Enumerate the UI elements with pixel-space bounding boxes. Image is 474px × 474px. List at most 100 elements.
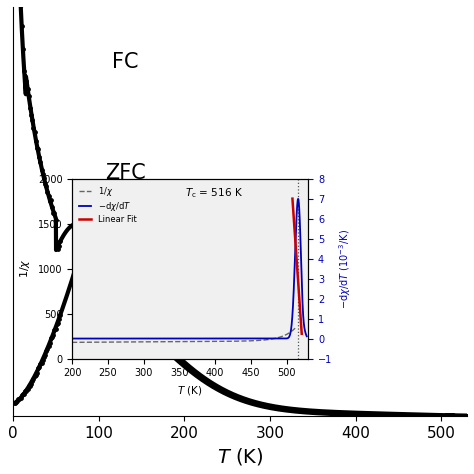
Point	[24, 86, 31, 93]
Point	[455, 412, 463, 419]
Point	[53, 245, 61, 252]
Point	[38, 359, 46, 367]
Point	[450, 412, 458, 419]
Point	[462, 412, 469, 419]
$-\mathrm{d}\chi/\mathrm{d}T$	[304, 333, 310, 339]
Point	[457, 412, 465, 419]
Point	[27, 380, 35, 388]
Point	[44, 189, 51, 196]
Point	[52, 216, 59, 223]
Point	[45, 342, 52, 350]
Point	[461, 412, 468, 419]
Point	[453, 412, 461, 419]
Point	[459, 412, 467, 419]
Point	[55, 242, 63, 250]
Point	[445, 412, 453, 419]
Point	[31, 128, 38, 136]
$-\mathrm{d}\chi/\mathrm{d}T$	[159, 336, 165, 341]
Linear Fit	[294, 265, 300, 271]
Point	[44, 345, 51, 353]
Point	[455, 412, 462, 419]
Point	[455, 412, 463, 419]
Point	[449, 412, 456, 419]
Point	[21, 82, 29, 90]
Point	[442, 411, 450, 419]
Point	[36, 159, 44, 166]
Point	[442, 412, 449, 419]
Point	[463, 412, 470, 419]
Point	[446, 412, 453, 419]
Point	[36, 361, 44, 368]
$-\mathrm{d}\chi/\mathrm{d}T$	[295, 196, 301, 202]
Linear Fit	[292, 227, 298, 233]
Point	[19, 391, 27, 398]
Point	[56, 237, 64, 245]
Point	[451, 412, 458, 419]
Point	[47, 197, 55, 204]
Point	[461, 412, 469, 419]
Point	[18, 392, 26, 399]
Point	[36, 154, 43, 161]
Point	[448, 412, 456, 419]
Point	[463, 412, 470, 419]
Point	[446, 412, 454, 419]
X-axis label: $T$ (K): $T$ (K)	[217, 446, 264, 467]
Point	[450, 412, 457, 419]
Point	[33, 144, 41, 152]
Point	[457, 412, 465, 419]
Point	[459, 412, 467, 419]
Point	[23, 77, 30, 85]
Point	[23, 387, 30, 394]
Point	[46, 339, 54, 347]
Point	[448, 412, 456, 419]
Point	[450, 412, 457, 419]
Linear Fit	[299, 324, 304, 330]
Point	[52, 325, 59, 333]
Point	[456, 412, 464, 419]
Point	[56, 311, 64, 319]
Text: ZFC: ZFC	[106, 163, 146, 182]
Point	[34, 145, 42, 153]
Point	[28, 377, 36, 385]
Point	[26, 383, 34, 390]
Point	[445, 411, 453, 419]
$-\mathrm{d}\chi/\mathrm{d}T$	[274, 336, 280, 341]
Point	[446, 411, 454, 419]
Point	[453, 412, 460, 419]
Point	[443, 411, 451, 419]
Point	[46, 197, 54, 204]
Point	[449, 412, 456, 419]
Point	[31, 372, 38, 380]
Point	[459, 412, 466, 419]
Point	[17, 1, 25, 9]
Point	[25, 92, 33, 100]
Point	[47, 335, 55, 342]
Point	[451, 412, 458, 419]
Point	[450, 412, 458, 419]
Point	[51, 209, 58, 217]
$-\mathrm{d}\chi/\mathrm{d}T$	[69, 336, 75, 341]
Point	[32, 137, 39, 145]
Point	[39, 170, 46, 178]
Point	[20, 67, 28, 74]
Point	[460, 412, 467, 419]
Point	[455, 412, 462, 419]
Point	[41, 181, 49, 188]
Point	[457, 412, 465, 419]
Point	[40, 353, 48, 360]
Point	[27, 111, 35, 118]
Point	[39, 356, 46, 364]
$-\mathrm{d}\chi/\mathrm{d}T$	[169, 336, 175, 341]
Point	[49, 331, 57, 338]
Linear Fit	[299, 331, 305, 337]
Point	[444, 412, 452, 419]
Point	[461, 412, 469, 419]
Point	[444, 411, 452, 419]
Y-axis label: $-\mathrm{d}\chi/\mathrm{d}T$ $(10^{-3}/\mathrm{K})$: $-\mathrm{d}\chi/\mathrm{d}T$ $(10^{-3}/…	[337, 228, 354, 309]
Point	[21, 388, 29, 395]
Point	[456, 412, 464, 419]
Point	[32, 371, 39, 379]
Point	[447, 412, 454, 419]
Point	[18, 22, 26, 30]
Point	[459, 412, 466, 419]
